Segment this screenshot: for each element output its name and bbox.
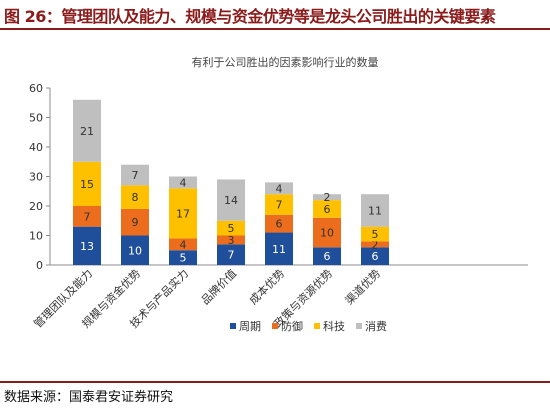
- data-label: 13: [80, 240, 94, 253]
- y-tick-label: 10: [29, 230, 43, 243]
- data-label: 6: [324, 250, 331, 263]
- bar-segment: [265, 232, 293, 265]
- data-label: 4: [180, 238, 187, 251]
- category-label: 成本优势: [246, 266, 287, 307]
- data-label: 5: [180, 252, 187, 265]
- data-label: 9: [132, 216, 139, 229]
- stacked-bar-chart: 有利于公司胜出的因素影响行业的数量01020304050601371521管理团…: [29, 55, 528, 333]
- data-label: 7: [84, 210, 91, 223]
- bar-segment: [73, 161, 101, 206]
- bar-segment: [265, 194, 293, 215]
- legend-label: 科技: [323, 319, 345, 333]
- bar-segment: [73, 206, 101, 227]
- y-tick-label: 40: [29, 141, 43, 154]
- legend-swatch: [314, 323, 320, 329]
- data-label: 10: [320, 227, 334, 240]
- bar-segment: [121, 185, 149, 209]
- data-label: 7: [228, 249, 235, 262]
- legend-swatch: [272, 323, 278, 329]
- source-note: 数据来源：国泰君安证券研究: [4, 390, 174, 405]
- bar-segment: [73, 99, 101, 162]
- bar-segment: [217, 244, 245, 265]
- category-label: 渠道优势: [342, 266, 383, 307]
- y-tick-label: 30: [29, 171, 43, 184]
- y-tick-label: 60: [29, 82, 43, 95]
- bar-segment: [313, 194, 341, 201]
- bar-segment: [217, 179, 245, 221]
- data-label: 2: [324, 191, 331, 204]
- data-label: 4: [276, 182, 283, 195]
- y-tick-label: 50: [29, 112, 43, 125]
- bar-segment: [361, 194, 389, 227]
- bar-segment: [169, 188, 197, 239]
- data-label: 7: [276, 199, 283, 212]
- data-label: 7: [132, 169, 139, 182]
- data-label: 14: [224, 194, 238, 207]
- bar-segment: [217, 235, 245, 245]
- data-label: 8: [132, 191, 139, 204]
- data-label: 6: [276, 218, 283, 231]
- data-label: 3: [228, 234, 235, 247]
- bar-segment: [313, 217, 341, 248]
- data-label: 10: [128, 244, 142, 257]
- data-label: 2: [372, 238, 379, 251]
- legend-label: 防御: [281, 319, 303, 333]
- legend-label: 消费: [365, 319, 387, 333]
- title-rule: [0, 28, 550, 30]
- bar-segment: [313, 200, 341, 218]
- bar-segment: [169, 250, 197, 265]
- data-label: 6: [324, 203, 331, 216]
- legend-swatch: [230, 323, 236, 329]
- y-tick-label: 20: [29, 200, 43, 213]
- legend-swatch: [356, 323, 362, 329]
- bar-segment: [265, 182, 293, 195]
- bar-segment: [361, 226, 389, 242]
- chart-title: 有利于公司胜出的因素影响行业的数量: [192, 55, 379, 69]
- data-label: 17: [176, 207, 190, 220]
- bar-segment: [217, 220, 245, 236]
- bar-segment: [361, 241, 389, 248]
- data-label: 21: [80, 125, 94, 138]
- bar-segment: [121, 208, 149, 236]
- bar-segment: [169, 238, 197, 251]
- y-tick-label: 0: [36, 259, 43, 272]
- data-label: 15: [80, 178, 94, 191]
- bar-segment: [121, 235, 149, 265]
- bar-segment: [361, 247, 389, 265]
- category-label: 品牌价值: [198, 266, 239, 307]
- figure-title: 图 26：管理团队及能力、规模与资金优势等是龙头公司胜出的关键要素: [4, 7, 496, 26]
- bar-segment: [73, 226, 101, 265]
- data-label: 5: [228, 222, 235, 235]
- data-label: 6: [372, 250, 379, 263]
- data-label: 11: [272, 243, 286, 256]
- bar-segment: [265, 214, 293, 233]
- source-rule: [0, 381, 550, 383]
- legend-label: 周期: [239, 320, 261, 333]
- bar-segment: [169, 176, 197, 189]
- data-label: 4: [180, 176, 187, 189]
- data-label: 11: [368, 204, 382, 217]
- data-label: 5: [372, 228, 379, 241]
- bar-segment: [121, 164, 149, 186]
- bar-segment: [313, 247, 341, 265]
